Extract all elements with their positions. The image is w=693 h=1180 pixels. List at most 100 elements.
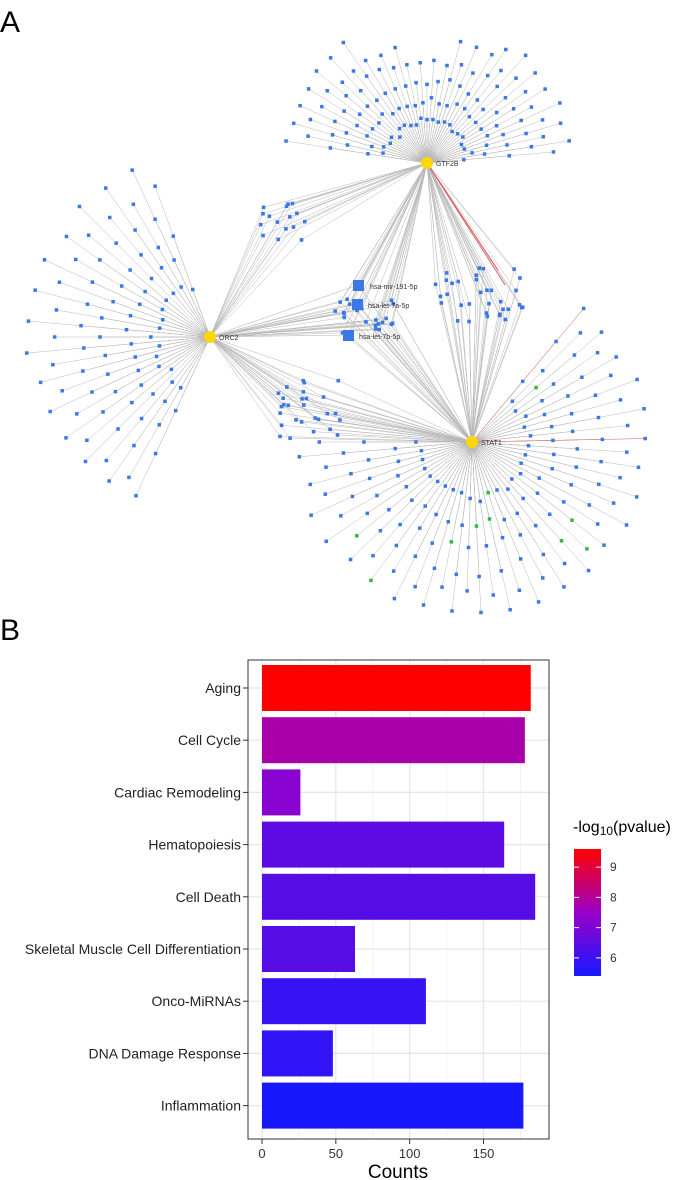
target-node <box>517 588 522 593</box>
target-node <box>642 406 646 411</box>
network-edge <box>471 441 598 525</box>
target-node <box>163 399 167 404</box>
network-edge <box>304 382 473 443</box>
target-node <box>291 121 296 126</box>
target-node <box>541 576 545 580</box>
target-node <box>349 471 353 476</box>
target-node <box>414 440 418 444</box>
target-node <box>324 539 328 544</box>
network-edge <box>278 392 473 443</box>
target-node <box>495 488 499 492</box>
target-node <box>581 306 586 311</box>
target-node <box>389 298 394 303</box>
network-graph: hsa-mir-191-5p hsa-let-7a-5p hsa-let-7b-… <box>24 39 647 615</box>
target-node <box>458 84 462 88</box>
network-edge <box>209 318 387 338</box>
target-node <box>435 479 440 484</box>
network-edge <box>209 336 291 439</box>
target-node <box>286 202 290 206</box>
network-edge <box>471 438 646 443</box>
network-edge <box>357 162 428 286</box>
network-edge <box>426 106 532 164</box>
category-label: Cell Death <box>176 889 241 905</box>
target-node <box>345 297 349 302</box>
target-node <box>64 234 69 239</box>
target-node <box>456 279 461 284</box>
target-node <box>510 477 514 481</box>
target-node <box>522 425 527 429</box>
target-node <box>297 455 302 459</box>
target-node <box>487 517 492 521</box>
target-node <box>393 87 398 91</box>
network-edge <box>135 336 211 496</box>
target-node <box>481 107 485 112</box>
network-edge <box>66 236 211 338</box>
target-node <box>48 409 52 414</box>
network-edge <box>378 162 428 330</box>
target-node <box>151 392 155 396</box>
target-node <box>328 427 332 432</box>
network-edge <box>471 441 637 498</box>
target-node <box>485 73 490 78</box>
network-edge <box>415 82 428 164</box>
target-node <box>302 403 306 407</box>
network-edge <box>426 162 447 281</box>
target-node <box>471 71 475 75</box>
hub-node-gtf2b <box>421 157 433 169</box>
network-edge <box>426 136 544 164</box>
network-edge <box>308 88 428 164</box>
target-node <box>402 123 407 127</box>
target-node <box>324 465 328 469</box>
target-node <box>450 281 454 286</box>
target-node <box>580 375 584 379</box>
network-edge <box>269 162 428 217</box>
target-node <box>534 385 538 390</box>
target-node <box>467 114 472 119</box>
target-node <box>378 528 383 533</box>
network-edge <box>209 336 307 399</box>
target-node <box>417 526 422 530</box>
network-edge <box>471 309 509 443</box>
target-node <box>597 482 601 487</box>
target-node <box>393 446 397 451</box>
target-node <box>551 438 555 443</box>
network-edge <box>426 162 521 279</box>
network-edge <box>426 72 474 164</box>
target-node <box>444 278 449 282</box>
network-edge <box>393 441 473 572</box>
target-node <box>540 118 545 122</box>
network-edge <box>209 322 383 338</box>
target-node <box>138 302 142 307</box>
network-edge <box>128 336 211 478</box>
target-node <box>157 344 162 348</box>
target-node <box>518 471 523 476</box>
hub-nodes: GTF2B ORC2 STAT1 <box>204 157 502 448</box>
target-node <box>107 215 112 220</box>
network-edge <box>471 408 645 443</box>
target-node <box>133 228 137 232</box>
target-node <box>128 268 132 272</box>
target-node <box>504 47 508 52</box>
target-node <box>529 144 534 149</box>
target-node <box>370 144 374 149</box>
network-edge <box>380 55 428 164</box>
target-node <box>171 291 176 296</box>
bar <box>262 717 525 764</box>
network-edge <box>59 281 211 338</box>
network-edge <box>471 399 621 443</box>
network-edge <box>209 336 339 381</box>
target-node <box>128 313 133 318</box>
target-node <box>514 76 518 80</box>
target-node <box>153 184 157 188</box>
target-node <box>529 105 534 109</box>
target-node <box>285 385 289 389</box>
target-node <box>569 483 573 487</box>
target-node <box>398 522 402 527</box>
target-node <box>459 63 464 67</box>
network-edge <box>471 441 565 564</box>
target-node <box>156 245 161 250</box>
network-edge <box>303 391 473 443</box>
target-node <box>445 292 450 297</box>
target-node <box>375 493 379 498</box>
target-node <box>358 88 363 93</box>
